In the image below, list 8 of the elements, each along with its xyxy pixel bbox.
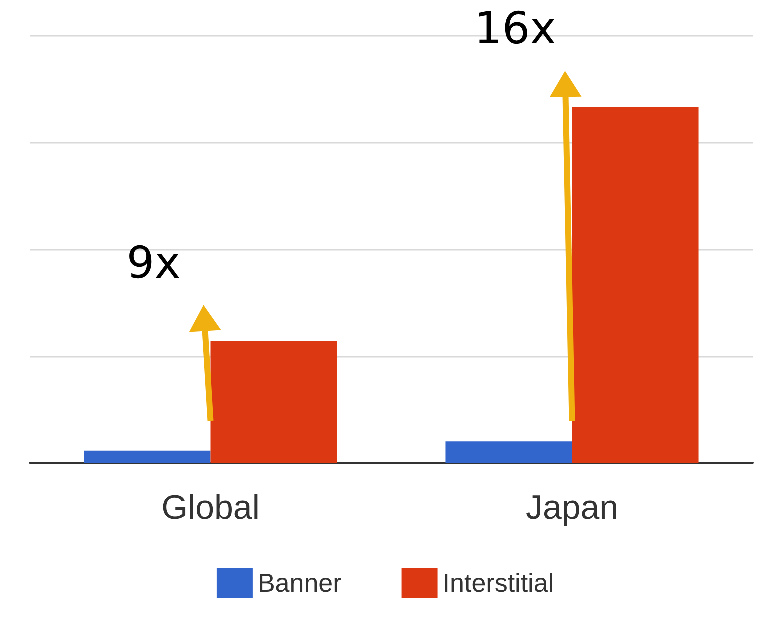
x-tick-label: Japan — [526, 489, 619, 527]
x-tick-label: Global — [162, 489, 260, 527]
legend-label: Interstitial — [442, 568, 554, 598]
text: 16x — [474, 4, 556, 55]
annotation: 9x — [126, 238, 181, 289]
legend-label: Banner — [258, 568, 342, 598]
bar — [446, 442, 572, 463]
bar — [84, 450, 211, 463]
